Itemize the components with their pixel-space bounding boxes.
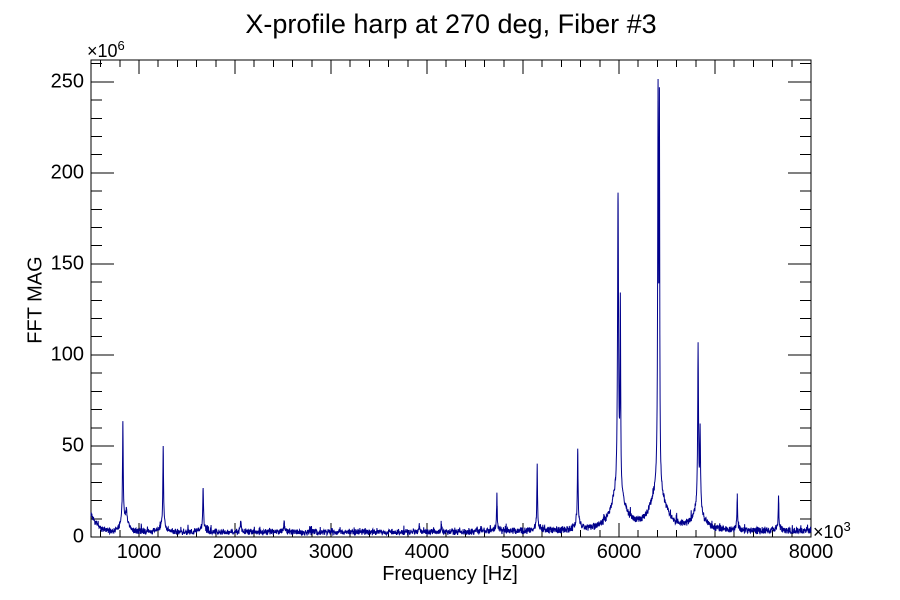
y-multiplier-base: ×10 (87, 41, 118, 61)
x-multiplier-base: ×10 (813, 522, 844, 542)
y-multiplier-exponent: 6 (117, 38, 125, 53)
plot-title: X-profile harp at 270 deg, Fiber #3 (245, 9, 657, 39)
x-tick-label: 5000 (500, 541, 546, 563)
x-axis-title: Frequency [Hz] (382, 563, 518, 585)
x-tick-label: 1000 (116, 541, 162, 563)
y-tick-label: 150 (50, 252, 84, 275)
x-tick-label: 2000 (212, 541, 258, 563)
y-tick-label: 0 (72, 525, 84, 548)
plot-frame (90, 59, 812, 538)
y-tick-label: 200 (50, 161, 84, 184)
y-tick-label: 250 (50, 70, 84, 93)
y-axis-title: FFT MAG (24, 256, 47, 344)
x-axis-multiplier: ×103 (813, 519, 851, 543)
y-tick-label: 50 (61, 434, 84, 457)
x-multiplier-exponent: 3 (843, 519, 851, 534)
fft-spectrum-line (90, 78, 812, 537)
y-tick-label: 100 (50, 343, 84, 366)
x-tick-label: 3000 (308, 541, 354, 563)
x-tick-label: 7000 (692, 541, 738, 563)
x-tick-label: 6000 (596, 541, 642, 563)
x-tick-label: 4000 (404, 541, 450, 563)
y-axis-multiplier: ×106 (87, 38, 125, 62)
x-tick-label: 8000 (788, 541, 834, 563)
